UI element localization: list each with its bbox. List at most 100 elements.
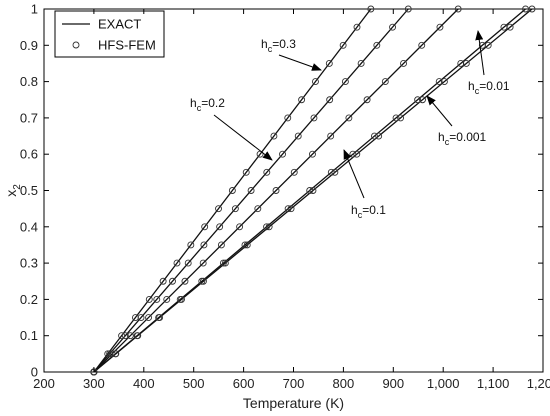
series-marker xyxy=(392,114,400,122)
series-marker xyxy=(528,5,536,13)
series-marker xyxy=(418,41,426,49)
legend: EXACT HFS-FEM xyxy=(54,10,165,58)
plot-area xyxy=(43,8,544,373)
series-marker xyxy=(187,241,195,249)
series-marker xyxy=(294,132,302,140)
series-marker xyxy=(310,114,318,122)
legend-box xyxy=(54,10,165,58)
series-marker xyxy=(312,78,319,86)
x-tick-label: 300 xyxy=(83,376,105,391)
y-tick-label: 0.2 xyxy=(20,292,38,307)
y-tick-label: 0.4 xyxy=(20,219,38,234)
series-marker xyxy=(184,259,192,267)
y-tick-label: 0.9 xyxy=(20,38,38,53)
annotation-label: hc=0.2 xyxy=(190,96,225,113)
series-marker xyxy=(242,168,250,176)
series-marker xyxy=(199,277,207,285)
series-marker xyxy=(339,41,347,49)
x-tick-label: 600 xyxy=(233,376,255,391)
series-marker xyxy=(419,96,426,104)
series-marker xyxy=(400,60,407,67)
series-marker xyxy=(236,223,244,231)
annotation-arrow xyxy=(343,149,365,199)
series-marker xyxy=(241,241,249,249)
series-marker xyxy=(309,150,316,158)
y-tick-label: 0 xyxy=(31,365,38,380)
series-marker xyxy=(169,277,176,285)
y-tick-label: 0.7 xyxy=(20,110,38,125)
annotation-label: hc=0.001 xyxy=(438,130,487,147)
y-tick-label: 0.6 xyxy=(20,147,38,162)
series-marker xyxy=(484,41,492,49)
series-marker xyxy=(178,295,185,303)
series-marker xyxy=(216,223,224,231)
series-marker xyxy=(200,241,208,249)
y-tick-label: 0.3 xyxy=(20,256,38,271)
series-marker xyxy=(522,5,529,13)
series-marker xyxy=(145,295,153,303)
series-marker xyxy=(331,168,339,176)
series-marker xyxy=(373,41,381,49)
series-marker xyxy=(284,114,292,122)
series-marker xyxy=(435,78,443,86)
series-marker xyxy=(389,23,397,31)
series-marker xyxy=(440,78,448,86)
series-marker xyxy=(145,314,152,321)
series-marker xyxy=(228,187,236,194)
annotation-arrow xyxy=(213,114,273,161)
series-marker xyxy=(263,223,271,231)
series-marker xyxy=(181,277,189,285)
series-marker xyxy=(263,168,271,176)
x-tick-label: 800 xyxy=(333,376,355,391)
series-marker xyxy=(156,314,164,321)
series-marker xyxy=(436,23,444,31)
series-marker xyxy=(231,205,239,213)
x-tick-label: 1,100 xyxy=(477,376,510,391)
series-marker xyxy=(404,5,412,13)
series-marker xyxy=(506,23,514,31)
annotation-arrow xyxy=(426,95,453,127)
series-marker xyxy=(163,295,171,303)
x-tick-label: 500 xyxy=(183,376,205,391)
y-tick-label: 0.8 xyxy=(20,74,38,89)
legend-entry-label: EXACT xyxy=(98,17,141,32)
series-marker xyxy=(454,5,462,13)
series-marker xyxy=(118,332,126,340)
series-marker xyxy=(221,259,229,267)
series-marker xyxy=(243,241,251,249)
series-marker xyxy=(287,205,295,213)
series-line-hc-0.2 xyxy=(93,8,409,373)
series-marker xyxy=(279,150,286,158)
series-marker xyxy=(327,168,335,176)
annotation-label: hc=0.01 xyxy=(468,79,510,96)
series-line-hc-0.1 xyxy=(93,8,459,373)
series-marker xyxy=(457,60,465,67)
series-marker xyxy=(462,60,470,67)
y-axis-label: x2 xyxy=(3,184,23,197)
markers-layer xyxy=(90,5,536,376)
series-marker xyxy=(272,187,280,194)
series-marker xyxy=(341,78,349,86)
series-marker xyxy=(104,350,112,358)
series-marker xyxy=(326,96,334,104)
series-marker xyxy=(159,277,167,285)
x-tick-label: 1,200 xyxy=(527,376,550,391)
series-marker xyxy=(306,187,314,194)
series-marker xyxy=(108,350,116,358)
series-marker xyxy=(134,332,142,340)
series-marker xyxy=(270,132,278,140)
series-marker xyxy=(309,187,317,194)
series-marker xyxy=(367,5,375,13)
series-marker xyxy=(298,96,306,104)
axes-layer: 200 300 400 500 600 700 800 900 1,000 1,100 1,20 0 0… xyxy=(3,2,550,412)
annotation-label: hc=0.1 xyxy=(351,203,386,220)
series-marker xyxy=(121,332,129,340)
series-marker xyxy=(215,205,222,213)
y-tick-label: 0.1 xyxy=(20,328,38,343)
series-marker xyxy=(137,314,145,321)
series-marker xyxy=(414,96,422,104)
series-marker xyxy=(327,132,335,140)
x-tick-label: 200 xyxy=(33,376,55,391)
series-marker xyxy=(345,114,353,122)
